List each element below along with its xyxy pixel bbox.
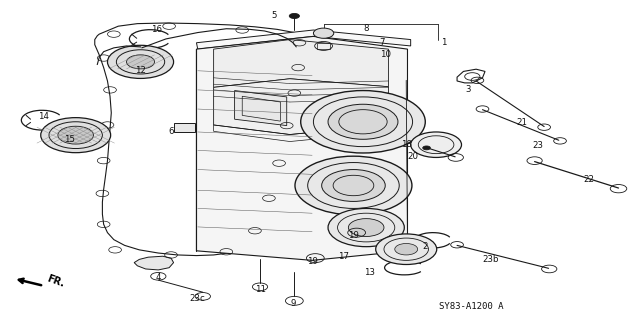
Circle shape (376, 234, 437, 265)
Text: 4: 4 (155, 273, 161, 282)
Text: 19: 19 (348, 231, 359, 240)
Circle shape (108, 45, 173, 78)
Text: 13: 13 (364, 268, 375, 277)
Text: 11: 11 (255, 284, 266, 293)
Circle shape (41, 118, 111, 153)
Text: 6: 6 (168, 127, 174, 136)
Text: 23b: 23b (482, 255, 498, 264)
Polygon shape (196, 36, 408, 260)
Text: 1: 1 (441, 38, 446, 47)
Text: 3: 3 (465, 85, 471, 94)
Text: 18: 18 (401, 140, 412, 149)
Text: 12: 12 (135, 66, 146, 75)
Text: 20: 20 (408, 152, 419, 161)
Polygon shape (213, 40, 389, 87)
Circle shape (295, 156, 412, 215)
Text: 8: 8 (363, 24, 368, 33)
Text: 21: 21 (517, 118, 527, 127)
Circle shape (411, 132, 462, 157)
Text: 5: 5 (271, 12, 276, 20)
Text: 19: 19 (306, 258, 318, 267)
Text: FR.: FR. (45, 274, 66, 290)
Polygon shape (173, 123, 194, 132)
Text: SY83-A1200 A: SY83-A1200 A (439, 302, 503, 311)
Text: 17: 17 (338, 252, 350, 261)
Polygon shape (234, 91, 287, 125)
Circle shape (127, 55, 155, 69)
Text: 16: 16 (151, 25, 162, 34)
Circle shape (423, 146, 431, 150)
Circle shape (313, 28, 334, 38)
Circle shape (58, 126, 94, 144)
Text: 23: 23 (533, 141, 543, 150)
Text: 9: 9 (290, 299, 296, 308)
Circle shape (328, 208, 404, 247)
Circle shape (301, 91, 426, 153)
Text: 10: 10 (380, 50, 390, 59)
Polygon shape (213, 79, 389, 134)
Polygon shape (134, 256, 173, 270)
Circle shape (348, 219, 384, 236)
Text: 7: 7 (380, 38, 385, 47)
Text: 2: 2 (422, 242, 428, 251)
Polygon shape (196, 30, 411, 49)
Text: 23c: 23c (190, 294, 206, 303)
Text: 15: 15 (64, 135, 75, 144)
Text: 22: 22 (583, 175, 594, 184)
Circle shape (322, 170, 385, 201)
Circle shape (395, 244, 418, 255)
Circle shape (328, 104, 398, 139)
Circle shape (289, 13, 299, 19)
Text: 14: 14 (38, 112, 50, 121)
